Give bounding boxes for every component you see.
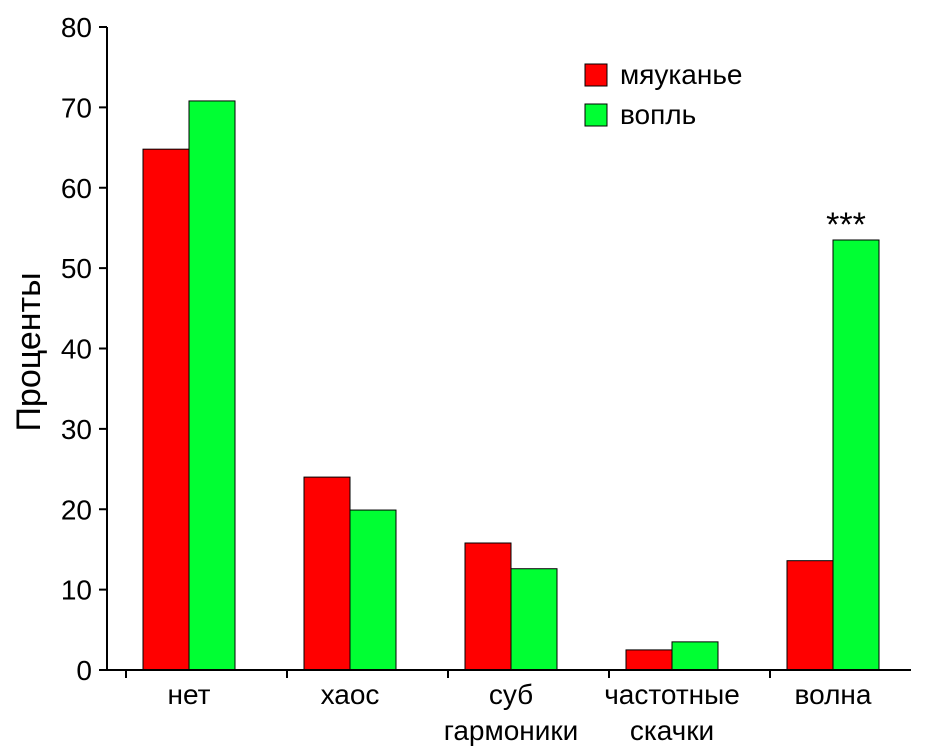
y-tick-label: 70 [61, 92, 92, 123]
x-category-label: хаос [321, 679, 380, 710]
x-category-label: суб [489, 679, 533, 710]
y-tick-label: 30 [61, 414, 92, 445]
legend-label-0: мяуканье [620, 59, 742, 90]
y-tick-label: 20 [61, 494, 92, 525]
bar-вопль-4 [832, 239, 880, 671]
legend: мяуканье вопль [584, 59, 742, 130]
bar-вопль-2 [510, 568, 558, 671]
x-category-label: скачки [630, 715, 714, 746]
y-tick-label: 40 [61, 334, 92, 365]
legend-label-1: вопль [620, 99, 696, 130]
bar-вопль-3 [671, 641, 719, 671]
y-tick-label: 10 [61, 575, 92, 606]
y-ticks-group: 0 10 20 30 40 50 60 70 80 [61, 12, 107, 686]
bar-мяуканье-2 [464, 542, 512, 671]
annotations-group: *** [826, 206, 866, 244]
x-labels-group: нет хаос суб гармоники частотные скачки волна [125, 670, 872, 746]
legend-swatch-0 [584, 63, 608, 87]
bar-вопль-1 [349, 509, 397, 671]
legend-swatch-1 [584, 103, 608, 127]
y-tick-label: 0 [76, 655, 92, 686]
x-category-label: нет [168, 679, 211, 710]
x-category-label: частотные [604, 679, 740, 710]
y-tick-label: 60 [61, 173, 92, 204]
x-category-label: гармоники [444, 715, 579, 746]
bar-мяуканье-4 [786, 560, 834, 671]
bar-вопль-0 [188, 100, 236, 671]
bars-group [142, 100, 880, 671]
bar-мяуканье-0 [142, 148, 190, 671]
significance-annotation: *** [826, 206, 866, 244]
bar-мяуканье-3 [625, 649, 673, 671]
x-category-label: волна [795, 679, 872, 710]
y-axis-title: Проценты [10, 272, 48, 431]
y-tick-label: 80 [61, 12, 92, 43]
bar-мяуканье-1 [303, 476, 351, 671]
y-tick-label: 50 [61, 253, 92, 284]
